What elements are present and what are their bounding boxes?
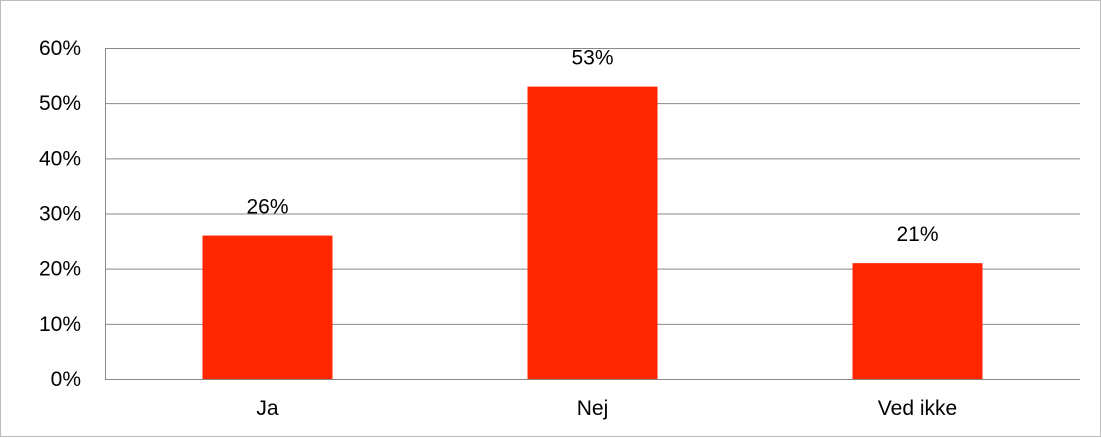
y-tick-label: 10% <box>39 313 81 336</box>
category-label: Ved ikke <box>878 397 957 420</box>
y-tick-label: 40% <box>39 147 81 170</box>
y-tick-label: 60% <box>39 37 81 60</box>
label-layer: 0% 10% 20% 30% 40% 50% 60% 26% Ja 53% Nej 21% Ved ik… <box>39 37 957 420</box>
category-label: Ja <box>256 397 279 420</box>
category-label: Nej <box>577 397 609 420</box>
data-label: 53% <box>571 47 613 70</box>
bar-ved-ikke <box>852 263 983 379</box>
bar-nej <box>527 86 658 379</box>
y-tick-label: 30% <box>39 203 81 226</box>
data-label: 21% <box>896 223 938 246</box>
bar-ja <box>202 235 333 379</box>
bar-layer <box>202 86 983 379</box>
y-tick-label: 0% <box>51 368 81 391</box>
data-label: 26% <box>246 196 288 219</box>
y-tick-label: 50% <box>39 92 81 115</box>
y-tick-label: 20% <box>39 258 81 281</box>
